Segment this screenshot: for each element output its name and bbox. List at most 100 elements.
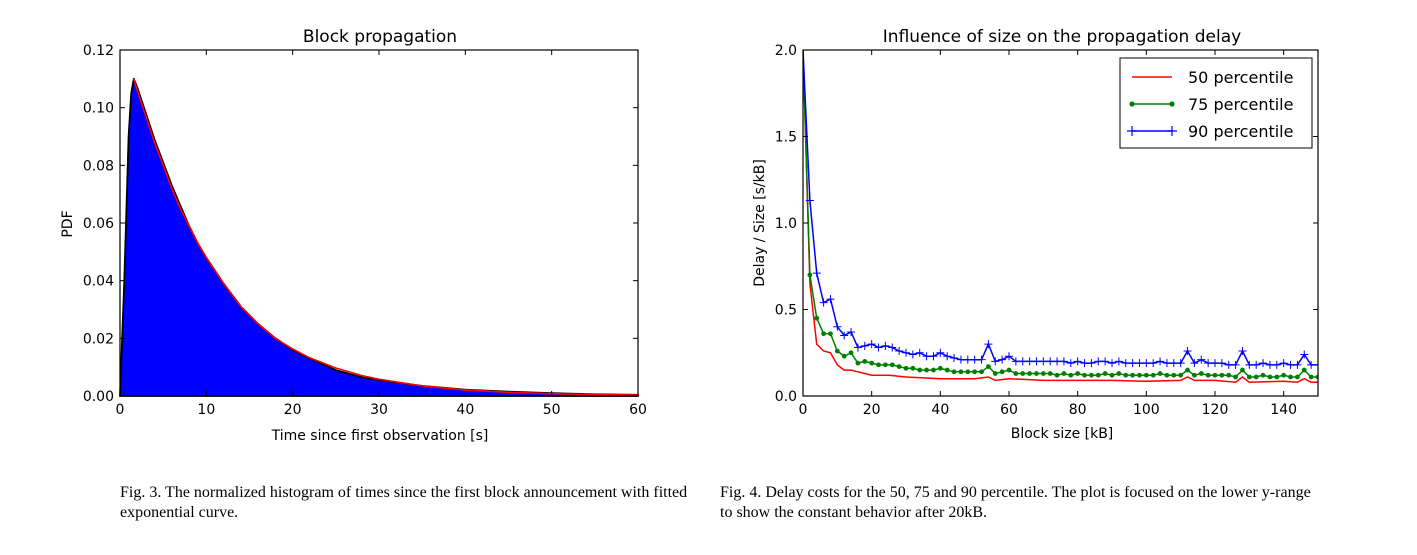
- y-tick-label: 1.0: [775, 216, 797, 232]
- histogram-area: [119, 77, 639, 397]
- x-tick-label: 20: [284, 402, 302, 418]
- data-point: [977, 355, 986, 364]
- data-point: [1205, 372, 1211, 378]
- data-point: [1267, 374, 1273, 380]
- data-point: [1053, 357, 1062, 366]
- data-point: [944, 367, 950, 373]
- data-point: [1114, 357, 1123, 366]
- y-tick-label: 0.10: [83, 101, 114, 117]
- y-tick-label: 0.12: [83, 43, 114, 59]
- series-group: [803, 50, 1318, 383]
- data-point: [1149, 359, 1158, 368]
- data-point: [1219, 372, 1225, 378]
- data-point: [999, 369, 1005, 375]
- x-tick-label: 30: [370, 402, 388, 418]
- data-point: [1027, 371, 1032, 376]
- legend-marker: [1129, 101, 1135, 107]
- data-point: [1176, 359, 1185, 368]
- data-point: [1101, 357, 1110, 366]
- data-point: [1095, 372, 1101, 378]
- x-axis-label: Time since first observation [s]: [271, 428, 489, 444]
- data-point: [903, 365, 909, 371]
- y-tick-label: 1.5: [775, 130, 797, 146]
- data-point: [1157, 371, 1163, 376]
- x-tick-label: 40: [456, 402, 474, 418]
- data-point: [924, 367, 929, 373]
- data-point: [1265, 360, 1274, 369]
- data-point: [1171, 372, 1177, 378]
- data-point: [834, 348, 840, 354]
- legend-marker: [1167, 126, 1177, 136]
- data-point: [922, 352, 931, 361]
- propagation-histogram-chart: Block propagation 0 10 20 30 40 50 600.000.020…: [60, 27, 647, 444]
- data-point: [937, 365, 943, 371]
- data-point: [833, 322, 842, 331]
- delay-size-chart: Influence of size on the propagation del…: [752, 27, 1319, 442]
- data-point: [848, 350, 854, 356]
- data-point: [1073, 357, 1082, 366]
- y-tick-label: 2.0: [775, 43, 797, 59]
- data-point: [1089, 372, 1094, 378]
- data-point: [1226, 372, 1232, 378]
- x-tick-label: 60: [1000, 402, 1018, 418]
- data-point: [1011, 357, 1020, 366]
- x-tick-label: 80: [1069, 402, 1087, 418]
- data-point: [807, 272, 813, 278]
- data-point: [1080, 359, 1089, 368]
- data-point: [1094, 357, 1103, 366]
- data-point: [860, 341, 869, 350]
- data-point: [1164, 372, 1170, 378]
- legend: 50 percentile 75 percentile 90 percentile: [1119, 57, 1313, 149]
- data-point: [1066, 359, 1075, 368]
- x-tick-label: 140: [1270, 402, 1297, 418]
- data-point: [812, 269, 821, 278]
- data-point: [1308, 374, 1314, 380]
- data-point: [819, 298, 828, 307]
- data-point: [1018, 357, 1027, 366]
- data-point: [1135, 359, 1144, 368]
- data-point: [889, 362, 895, 368]
- y-tick-label: 0.02: [83, 331, 114, 347]
- data-point: [1150, 372, 1156, 378]
- data-point: [1245, 360, 1254, 369]
- data-point: [1192, 372, 1197, 378]
- y-tick-label: 0.0: [775, 389, 797, 405]
- data-point: [1020, 371, 1026, 376]
- data-point: [1274, 374, 1280, 380]
- data-point: [1212, 372, 1218, 378]
- x-axis-label: Block size [kB]: [1011, 426, 1114, 442]
- y-tick-label: 0.5: [775, 303, 797, 319]
- data-point: [902, 348, 910, 357]
- legend-label: 75 percentile: [1188, 95, 1293, 114]
- data-point: [979, 369, 984, 375]
- legend-box: [1119, 57, 1313, 149]
- data-point: [1217, 359, 1226, 368]
- data-point: [1185, 367, 1190, 373]
- data-point: [1198, 371, 1204, 376]
- data-point: [958, 369, 964, 375]
- data-point: [1032, 357, 1041, 366]
- data-point: [972, 369, 978, 375]
- chart-title: Influence of size on the propagation del…: [883, 27, 1241, 47]
- data-point: [1307, 360, 1316, 369]
- data-point: [950, 353, 959, 362]
- data-point: [1252, 360, 1261, 369]
- plot-area: 0 10 20 30 40 50 60 0.00 0.02 0.04 0.06 0.08 0.10 0.1…: [83, 43, 647, 418]
- y-tick-label: 0.04: [83, 274, 114, 290]
- data-point: [1204, 359, 1213, 368]
- data-point: [1087, 359, 1096, 368]
- data-point: [991, 357, 1000, 366]
- data-point: [826, 295, 835, 304]
- x-tick-label: 50: [543, 402, 561, 418]
- data-point: [883, 362, 888, 368]
- data-point: [1005, 352, 1013, 361]
- data-point: [1314, 360, 1318, 369]
- data-point: [1253, 374, 1259, 380]
- data-point: [1121, 359, 1130, 368]
- data-point: [881, 341, 890, 350]
- data-point: [951, 369, 957, 375]
- data-point: [841, 353, 847, 359]
- data-point: [1047, 371, 1053, 376]
- x-tick-label: 20: [863, 402, 881, 418]
- data-point: [910, 365, 916, 371]
